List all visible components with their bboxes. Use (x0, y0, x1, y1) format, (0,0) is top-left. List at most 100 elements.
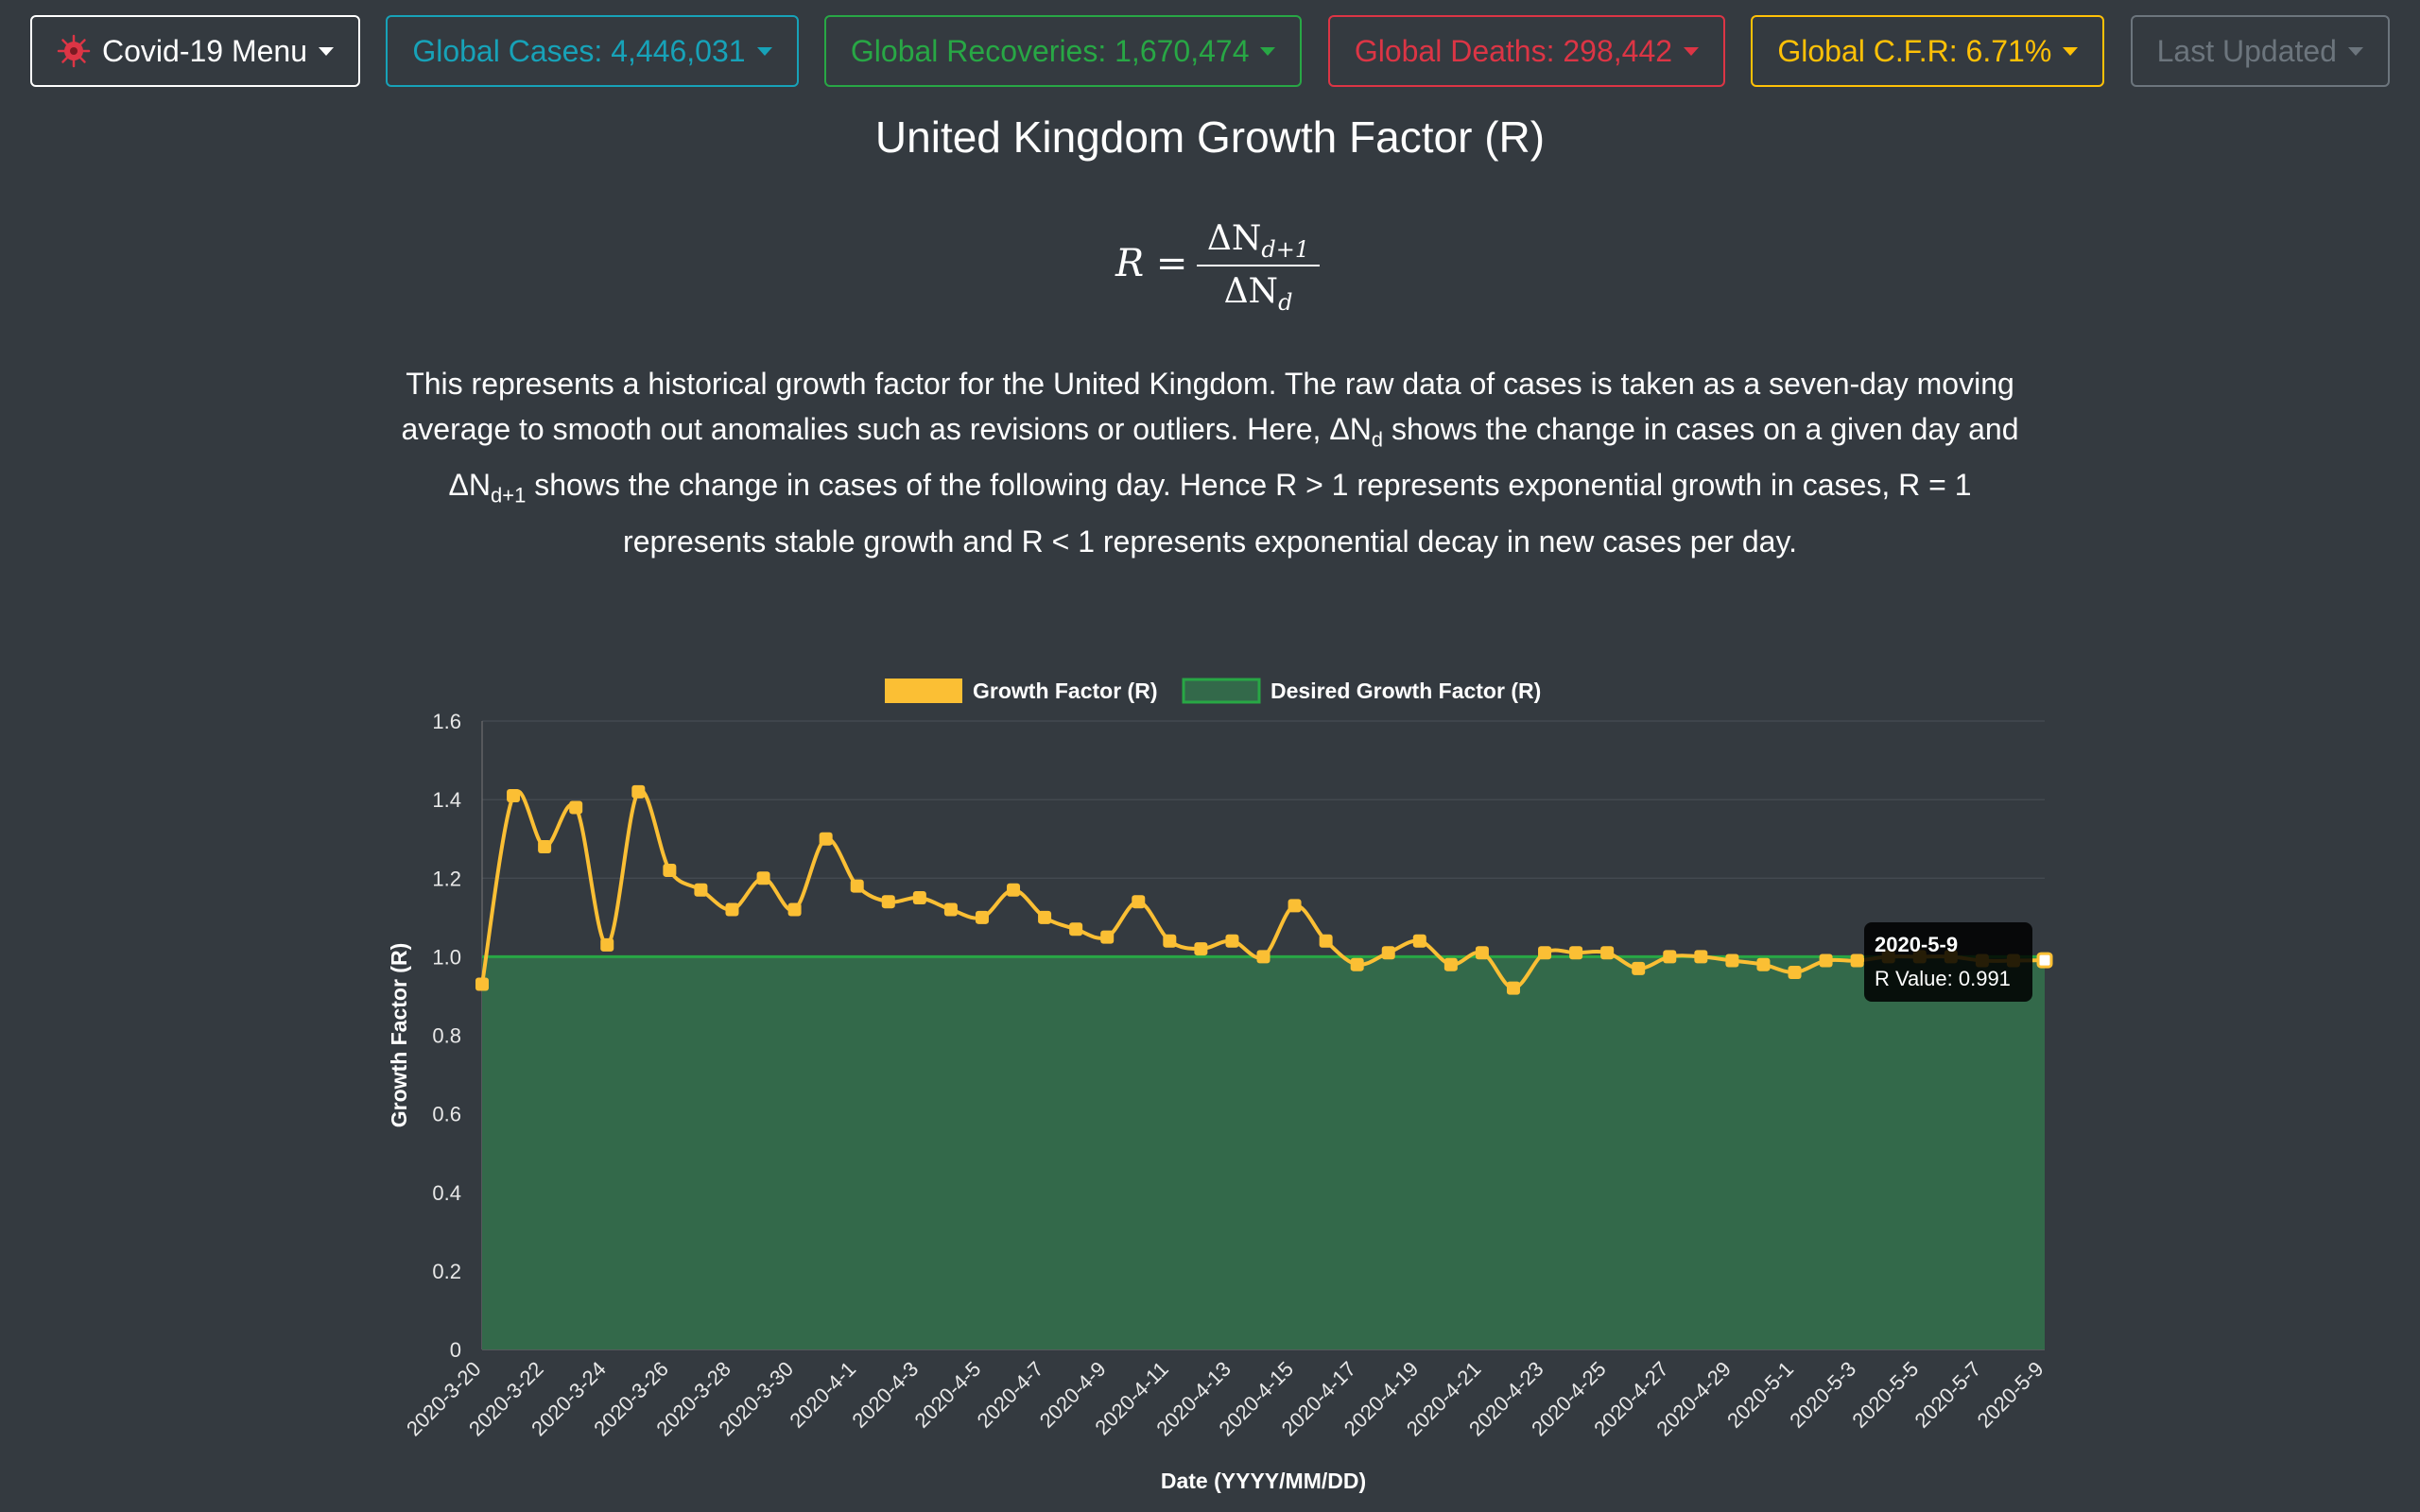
y-axis-title: Growth Factor (R) (387, 943, 411, 1128)
data-point (1225, 934, 1239, 948)
data-point (1288, 899, 1302, 913)
data-point (1850, 954, 1864, 968)
caret-down-icon (319, 46, 334, 56)
global-cases-dropdown[interactable]: Global Cases: 4,446,031 (386, 15, 799, 87)
data-point (975, 910, 989, 924)
tooltip-label: R Value: 0.991 (1875, 967, 2011, 990)
caret-down-icon (2347, 46, 2363, 56)
data-point (756, 871, 770, 885)
global-deaths-label: Global Deaths: 298,442 (1354, 33, 1673, 68)
data-point (1319, 934, 1333, 948)
data-point (787, 902, 802, 917)
caret-down-icon (2063, 46, 2079, 56)
x-tick-label: 2020-4-7 (973, 1357, 1048, 1433)
data-point (1725, 954, 1739, 968)
data-point (1069, 922, 1083, 936)
x-tick-label: 2020-5-7 (1910, 1357, 1985, 1433)
desired-growth-area (482, 956, 2045, 1349)
navbar: Covid-19 Menu Global Cases: 4,446,031 Gl… (30, 15, 2390, 87)
data-point (475, 977, 489, 991)
data-point (1381, 946, 1395, 960)
global-cases-label: Global Cases: 4,446,031 (412, 33, 746, 68)
data-point (850, 879, 864, 893)
x-tick-label: 2020-5-5 (1847, 1357, 1923, 1433)
global-cfr-dropdown[interactable]: Global C.F.R: 6.71% (1751, 15, 2105, 87)
x-tick-label: 2020-5-9 (1973, 1357, 2048, 1433)
y-tick-label: 1.6 (432, 710, 461, 733)
data-point (1756, 957, 1771, 971)
data-point (1163, 934, 1177, 948)
data-point (600, 937, 614, 952)
data-point (1443, 957, 1458, 971)
data-point (1569, 946, 1583, 960)
tooltip-title: 2020-5-9 (1875, 933, 1958, 956)
x-tick-label: 2020-5-3 (1785, 1357, 1860, 1433)
data-point (2036, 952, 2053, 969)
data-point (1663, 950, 1677, 964)
data-point (569, 800, 583, 815)
y-tick-label: 1.2 (432, 867, 461, 890)
global-recoveries-dropdown[interactable]: Global Recoveries: 1,670,474 (823, 15, 1303, 87)
data-point (1475, 946, 1489, 960)
data-point (1600, 946, 1615, 960)
data-point (881, 895, 895, 909)
data-point (507, 788, 521, 802)
data-point (1100, 930, 1115, 944)
x-tick-label: 2020-4-3 (847, 1357, 923, 1433)
formula-numerator: ΔNd+1 (1206, 219, 1310, 264)
data-point (1194, 942, 1208, 956)
y-tick-label: 1.0 (432, 945, 461, 969)
caret-down-icon (1684, 46, 1700, 56)
y-tick-label: 1.4 (432, 788, 461, 812)
description-paragraph: This represents a historical growth fact… (401, 367, 2019, 558)
y-tick-label: 0.6 (432, 1103, 461, 1126)
data-point (1632, 961, 1646, 975)
data-point (1819, 954, 1833, 968)
chart-tooltip (1864, 922, 2032, 1002)
global-cfr-label: Global C.F.R: 6.71% (1777, 33, 2052, 68)
data-point (1256, 950, 1270, 964)
data-point (538, 840, 552, 853)
caret-down-icon (1260, 46, 1276, 56)
fraction-bar (1197, 265, 1320, 266)
data-point (943, 902, 958, 917)
data-point (694, 883, 708, 897)
data-point (631, 784, 646, 799)
page-title: United Kingdom Growth Factor (R) (874, 112, 1546, 162)
last-updated-label: Last Updated (2156, 33, 2337, 68)
data-point (1538, 946, 1552, 960)
data-point (663, 863, 677, 877)
legend-label-growth: Growth Factor (R) (973, 679, 1158, 703)
global-deaths-dropdown[interactable]: Global Deaths: 298,442 (1327, 15, 1726, 87)
legend-swatch-desired (1182, 678, 1261, 704)
x-tick-label: 2020-4-5 (910, 1357, 986, 1433)
formula-lhs: R = (1115, 242, 1188, 285)
data-point (1506, 981, 1520, 995)
covid-menu-label: Covid-19 Menu (102, 33, 307, 68)
covid-menu-dropdown[interactable]: Covid-19 Menu (30, 15, 360, 87)
growth-factor-chart: 00.20.40.60.81.01.21.41.62020-3-202020-3… (387, 678, 2053, 1493)
data-point (1007, 883, 1021, 897)
formula-denominator: ΔNd (1223, 272, 1293, 317)
y-tick-label: 0.8 (432, 1024, 461, 1048)
data-point (725, 902, 739, 917)
global-recoveries-label: Global Recoveries: 1,670,474 (850, 33, 1250, 68)
data-point (819, 832, 833, 846)
x-tick-label: 2020-5-1 (1722, 1357, 1798, 1433)
legend-label-desired: Desired Growth Factor (R) (1270, 679, 1541, 703)
data-point (1350, 957, 1364, 971)
data-point (1038, 910, 1052, 924)
data-point (1694, 950, 1708, 964)
data-point (912, 891, 926, 905)
y-tick-label: 0 (450, 1338, 461, 1362)
caret-down-icon (756, 46, 772, 56)
data-point (1412, 934, 1426, 948)
growth-factor-formula: R = ΔNd+1 ΔNd (1097, 215, 1342, 319)
data-point (1788, 966, 1802, 979)
formula-fraction: ΔNd+1 ΔNd (1197, 215, 1320, 316)
x-axis-title: Date (YYYY/MM/DD) (1161, 1469, 1366, 1493)
y-tick-label: 0.2 (432, 1260, 461, 1283)
x-tick-label: 2020-4-1 (785, 1357, 860, 1433)
last-updated-dropdown[interactable]: Last Updated (2130, 15, 2390, 87)
y-tick-label: 0.4 (432, 1181, 461, 1205)
